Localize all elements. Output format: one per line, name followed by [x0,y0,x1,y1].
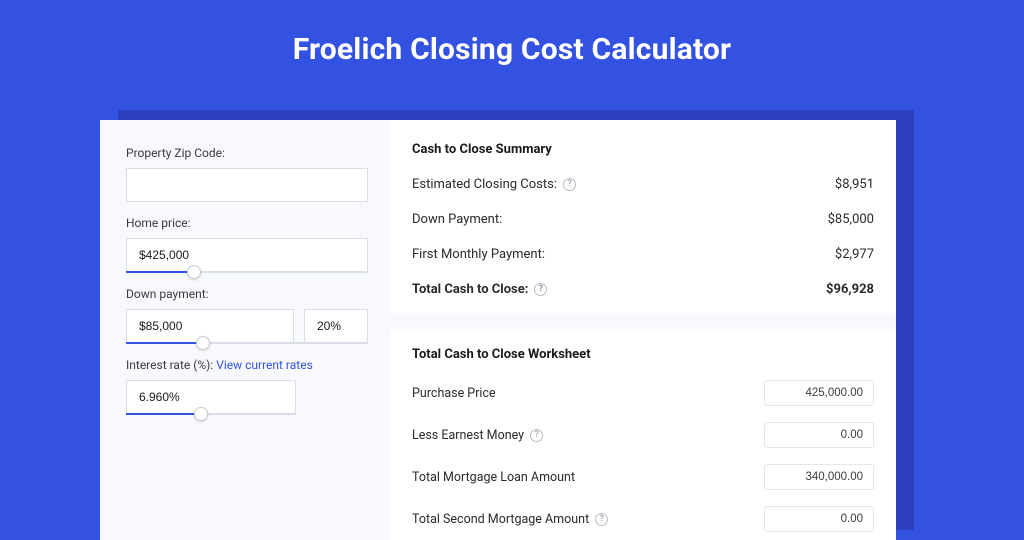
interest-rate-input[interactable] [126,380,296,414]
worksheet-input-mortgage-amount[interactable] [764,464,874,490]
inputs-panel: Property Zip Code: Home price: Down paym… [100,120,390,540]
slider-thumb[interactable] [187,265,201,279]
help-icon[interactable]: ? [534,283,547,296]
page-title: Froelich Closing Cost Calculator [0,0,1024,93]
results-panel: Cash to Close Summary Estimated Closing … [390,120,896,540]
slider-thumb[interactable] [196,336,210,350]
section-divider [390,313,896,329]
calculator-card: Property Zip Code: Home price: Down paym… [100,120,896,540]
summary-value: $8,951 [835,177,874,192]
worksheet-title: Total Cash to Close Worksheet [412,339,874,372]
summary-row: First Monthly Payment: $2,977 [412,241,874,276]
summary-row-total: Total Cash to Close: ? $96,928 [412,276,874,311]
help-icon[interactable]: ? [530,429,543,442]
slider-fill [126,271,194,273]
worksheet-input-earnest-money[interactable] [764,422,874,448]
slider-track [126,413,296,415]
interest-rate-label: Interest rate (%): View current rates [126,358,368,372]
summary-title: Cash to Close Summary [412,134,874,171]
worksheet-input-second-mortgage[interactable] [764,506,874,532]
slider-fill [126,413,201,415]
slider-thumb[interactable] [194,407,208,421]
zip-label: Property Zip Code: [126,146,368,160]
worksheet-row: Total Second Mortgage Amount ? [412,498,874,540]
slider-track [126,271,368,273]
summary-value: $2,977 [835,247,874,262]
slider-fill [126,342,203,344]
worksheet-label: Total Mortgage Loan Amount [412,470,575,485]
worksheet-row: Total Mortgage Loan Amount [412,456,874,498]
worksheet-section: Total Cash to Close Worksheet Purchase P… [412,329,874,540]
down-payment-label: Down payment: [126,287,368,301]
slider-track [126,342,368,344]
summary-row: Estimated Closing Costs: ? $8,951 [412,171,874,206]
summary-value: $96,928 [826,282,874,297]
help-icon[interactable]: ? [563,178,576,191]
home-price-slider[interactable] [126,271,368,273]
zip-input[interactable] [126,168,368,202]
down-payment-pct-input[interactable] [304,309,368,343]
summary-row: Down Payment: $85,000 [412,206,874,241]
worksheet-input-purchase-price[interactable] [764,380,874,406]
interest-rate-label-text: Interest rate (%): [126,358,213,372]
worksheet-label: Purchase Price [412,386,496,401]
down-payment-slider[interactable] [126,342,368,344]
summary-label: Total Cash to Close: [412,282,528,297]
home-price-label: Home price: [126,216,368,230]
summary-label: Estimated Closing Costs: [412,177,557,192]
worksheet-row: Purchase Price [412,372,874,414]
worksheet-row: Less Earnest Money ? [412,414,874,456]
summary-label: Down Payment: [412,212,502,227]
summary-label: First Monthly Payment: [412,247,545,262]
worksheet-label: Total Second Mortgage Amount [412,512,589,527]
summary-value: $85,000 [828,212,874,227]
help-icon[interactable]: ? [595,513,608,526]
home-price-input[interactable] [126,238,368,272]
worksheet-label: Less Earnest Money [412,428,524,443]
interest-rate-slider[interactable] [126,413,296,415]
down-payment-input[interactable] [126,309,294,343]
view-rates-link[interactable]: View current rates [216,358,313,372]
